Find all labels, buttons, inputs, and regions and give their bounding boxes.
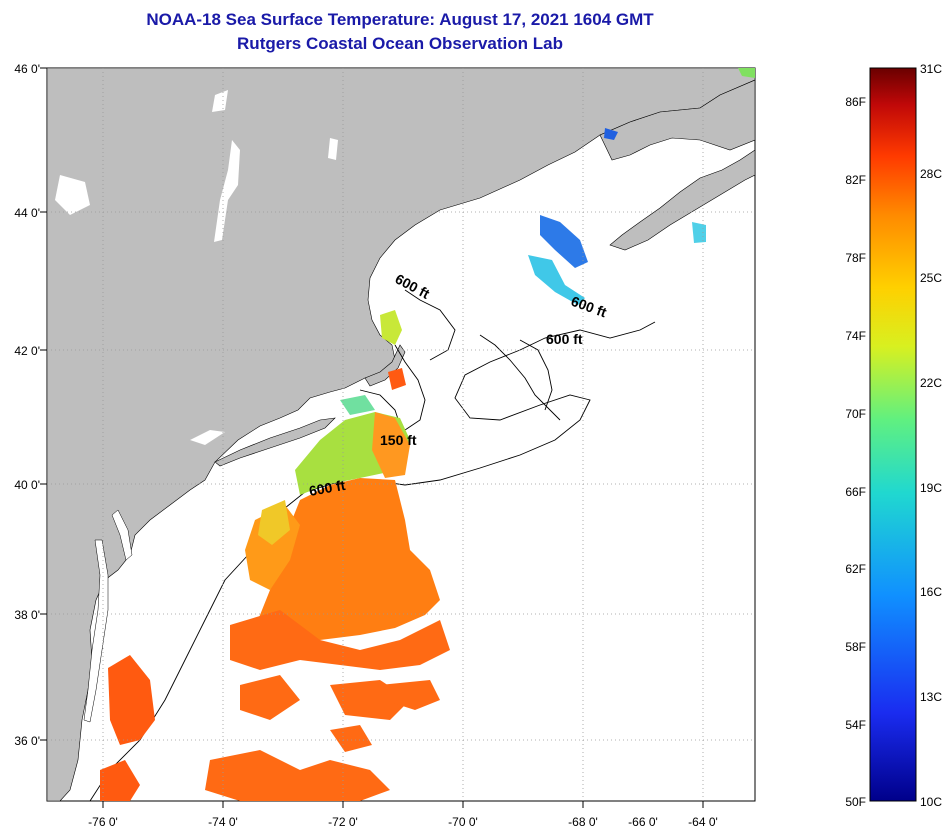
lake: [214, 140, 240, 242]
axis-ticks: [40, 67, 704, 808]
sst-patch-cyan-gom: [528, 255, 585, 305]
colorbar-c-22: 22C: [920, 376, 942, 390]
lake: [55, 175, 90, 215]
colorbar-f-62: 62F: [845, 562, 866, 576]
lat-label-40: 40 0': [14, 478, 40, 492]
sst-data: [100, 68, 755, 801]
lat-label-46: 46 0': [14, 62, 40, 76]
sst-patch-red-ne: [388, 368, 406, 390]
map-area: 46 0' 44 0' 42 0' 40 0' 38 0' 36 0' -76 …: [14, 62, 756, 829]
sst-patch-warm: [258, 478, 440, 650]
long-island: [214, 417, 336, 467]
map-title: NOAA-18 Sea Surface Temperature: August …: [146, 10, 654, 29]
land-mass: [47, 68, 755, 801]
colorbar-f-70: 70F: [845, 407, 866, 421]
colorbar-f-82: 82F: [845, 173, 866, 187]
sst-patch-south-2: [240, 675, 300, 720]
sst-patch-south-5: [205, 750, 390, 801]
new-brunswick-land: [599, 79, 755, 161]
sst-patch-orange-north: [372, 412, 410, 478]
sst-patch-south-4: [380, 680, 440, 710]
nova-scotia-land: [609, 149, 755, 251]
sst-patch-south-6: [330, 725, 372, 752]
chesapeake-bay: [83, 539, 109, 723]
contour-label-600ft-c: 600 ft: [546, 331, 583, 347]
colorbar-c-25: 25C: [920, 271, 942, 285]
lon-label-72: -72 0': [328, 815, 358, 829]
colorbar-c-13: 13C: [920, 690, 942, 704]
contour-label-600ft-d: 600 ft: [308, 477, 347, 499]
colorbar-c-10: 10C: [920, 795, 942, 809]
cape-cod: [364, 344, 406, 387]
sst-patch-yellow: [258, 500, 290, 545]
contour-label-150ft: 150 ft: [380, 432, 417, 448]
lon-label-70: -70 0': [448, 815, 478, 829]
sst-patch-coast-va: [108, 655, 155, 745]
lat-label-44: 44 0': [14, 206, 40, 220]
colorbar-c-16: 16C: [920, 585, 942, 599]
map-subtitle: Rutgers Coastal Ocean Observation Lab: [237, 34, 563, 53]
colorbar-f-74: 74F: [845, 329, 866, 343]
sst-patch-coast-nc: [100, 760, 140, 801]
colorbar-c-28: 28C: [920, 167, 942, 181]
lon-label-74: -74 0': [208, 815, 238, 829]
lon-label-66: -66 0': [628, 815, 658, 829]
temperature-colorbar: 31C 28C 25C 22C 19C 16C 13C 10C 86F 82F …: [845, 62, 942, 809]
lat-label-36: 36 0': [14, 734, 40, 748]
colorbar-c-31: 31C: [920, 62, 942, 76]
lat-label-38: 38 0': [14, 608, 40, 622]
sst-patch-cyan: [340, 395, 375, 415]
lon-label-76: -76 0': [88, 815, 118, 829]
delaware-bay: [111, 509, 133, 561]
lake: [212, 90, 228, 112]
colorbar-f-86: 86F: [845, 95, 866, 109]
colorbar-f-54: 54F: [845, 718, 866, 732]
sst-patch-blue-bof: [604, 128, 618, 140]
sst-patch-green-ne: [738, 68, 755, 78]
sst-patch-lime: [380, 310, 402, 345]
colorbar-f-66: 66F: [845, 485, 866, 499]
lon-label-64: -64 0': [688, 815, 718, 829]
colorbar-c-19: 19C: [920, 481, 942, 495]
lat-label-42: 42 0': [14, 344, 40, 358]
colorbar-f-50: 50F: [845, 795, 866, 809]
lon-label-68: -68 0': [568, 815, 598, 829]
lake: [190, 430, 225, 445]
lake: [328, 138, 338, 160]
sst-patch-cyan-ns: [692, 222, 706, 243]
sst-patch-blue: [540, 215, 588, 268]
colorbar-f-78: 78F: [845, 251, 866, 265]
colorbar-f-58: 58F: [845, 640, 866, 654]
sst-patch-south-1: [230, 610, 450, 670]
